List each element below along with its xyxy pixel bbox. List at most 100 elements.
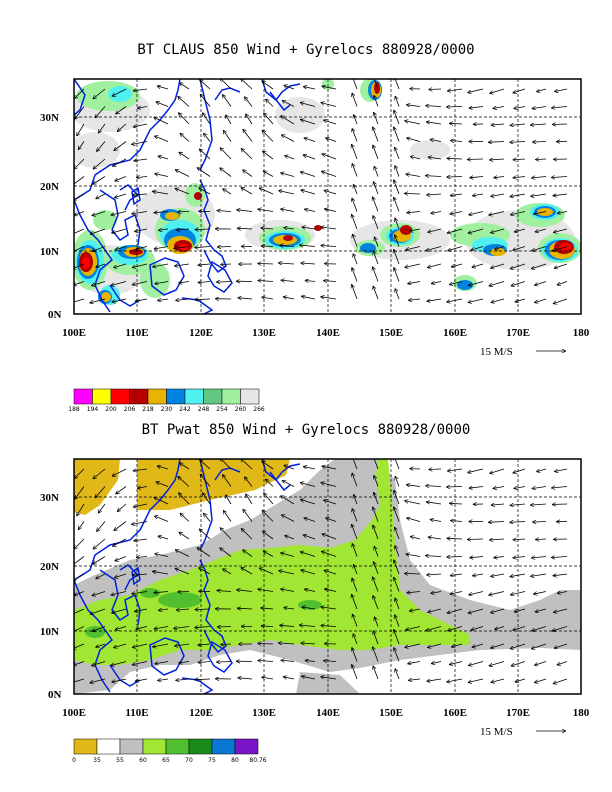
wind-vector: [374, 546, 379, 557]
wind-vector: [175, 170, 190, 177]
top-vector-scale-label: 15 M/S: [480, 346, 513, 358]
wind-vector: [353, 564, 358, 575]
wind-vector: [551, 557, 568, 558]
wind-vector: [96, 193, 106, 200]
bottom-lon-label: 120E: [189, 707, 213, 719]
wind-vector: [243, 509, 253, 522]
wind-vector: [472, 194, 484, 196]
wind-vector: [425, 176, 442, 177]
colorbar-swatch: [221, 388, 241, 405]
wind-vector: [302, 607, 316, 609]
wind-vector: [200, 474, 211, 487]
wind-vector: [394, 459, 400, 470]
top-map-panel: 30N 20N 10N 0N 100E 110E 120E 130E 140E …: [40, 78, 590, 413]
wind-vector: [304, 138, 316, 142]
wind-vector: [158, 609, 169, 610]
wind-vector: [154, 497, 169, 505]
wind-vector: [278, 571, 295, 575]
wind-vector: [178, 282, 190, 284]
wind-vector: [263, 493, 274, 505]
bottom-lon-label: 180: [573, 707, 590, 719]
wind-vector: [394, 127, 400, 142]
wind-vector: [494, 626, 505, 630]
wind-vector: [74, 608, 85, 615]
wind-vector: [428, 89, 442, 90]
wind-vector: [394, 647, 400, 662]
top-lon-labels: 100E 110E 120E 130E 140E 150E 160E 170E …: [62, 327, 590, 339]
wind-vector: [154, 136, 169, 142]
wind-vector: [449, 503, 463, 504]
wind-vector: [265, 479, 274, 487]
wind-vector: [407, 661, 421, 664]
wind-vector: [513, 177, 526, 178]
colorbar-label: 70: [185, 757, 193, 764]
wind-vector: [203, 133, 211, 142]
wind-vector: [244, 477, 253, 487]
wind-vector: [324, 190, 337, 195]
wind-vector: [117, 503, 127, 512]
colorbar-label: 218: [142, 406, 154, 413]
wind-vector: [114, 193, 127, 198]
wind-vector: [395, 545, 400, 557]
wind-vector: [450, 521, 463, 522]
bottom-lat-label: 0N: [48, 689, 62, 701]
wind-vector: [154, 117, 169, 125]
wind-vector: [450, 211, 463, 215]
wind-vector: [405, 246, 421, 251]
wind-vector: [238, 298, 253, 299]
wind-vector: [513, 468, 526, 473]
wind-vector: [179, 152, 190, 160]
wind-vector: [394, 267, 400, 282]
wind-vector: [217, 211, 232, 212]
wind-vector: [199, 459, 211, 470]
wind-vector: [74, 298, 85, 303]
wind-vector: [194, 247, 211, 248]
wind-vector: [238, 678, 253, 679]
wind-vector: [259, 188, 274, 195]
wind-vector: [194, 299, 211, 300]
wind-vector: [173, 627, 190, 629]
bottom-map-title: BT Pwat 850 Wind + Gyrelocs 880928/0000: [141, 422, 471, 438]
wind-vector: [490, 193, 505, 197]
wind-vector: [510, 573, 526, 577]
colorbar-label: 254: [216, 406, 228, 413]
wind-vector: [98, 123, 106, 133]
wind-vector: [90, 298, 106, 303]
wind-vector: [395, 615, 400, 627]
wind-vector: [431, 212, 442, 214]
wind-vector: [74, 626, 85, 634]
wind-vector: [245, 494, 253, 505]
wind-vector: [536, 468, 547, 472]
wind-vector: [90, 678, 106, 683]
wind-vector: [426, 194, 442, 195]
wind-vector: [427, 228, 442, 232]
bottom-graticule: [74, 459, 581, 694]
wind-vector: [112, 468, 127, 477]
wind-vector: [92, 246, 106, 252]
wind-vector: [114, 573, 127, 578]
wind-vector: [202, 493, 211, 505]
wind-vector: [113, 263, 127, 268]
wind-vector: [451, 263, 463, 267]
wind-vector: [532, 142, 547, 143]
top-colorbar: 188 194 200 206 218 230 242 248 254 260 266: [68, 388, 265, 413]
wind-vector: [198, 264, 211, 265]
wind-vector: [530, 193, 547, 196]
wind-vector: [407, 592, 421, 593]
wind-vector: [241, 459, 253, 470]
bottom-lon-label: 150E: [379, 707, 403, 719]
wind-vector: [220, 148, 232, 160]
wind-vector: [241, 188, 253, 195]
colorbar-swatch: [73, 388, 93, 405]
wind-vector: [301, 570, 316, 575]
wind-vector: [489, 159, 505, 160]
wind-vector: [174, 644, 190, 646]
wind-vector: [176, 229, 190, 230]
wind-vector: [216, 662, 232, 663]
wind-vector: [426, 122, 442, 125]
wind-vector: [178, 96, 190, 107]
wind-vector: [78, 141, 85, 150]
wind-vector: [407, 281, 421, 284]
wind-vector: [157, 299, 169, 301]
wind-vector: [93, 556, 106, 565]
